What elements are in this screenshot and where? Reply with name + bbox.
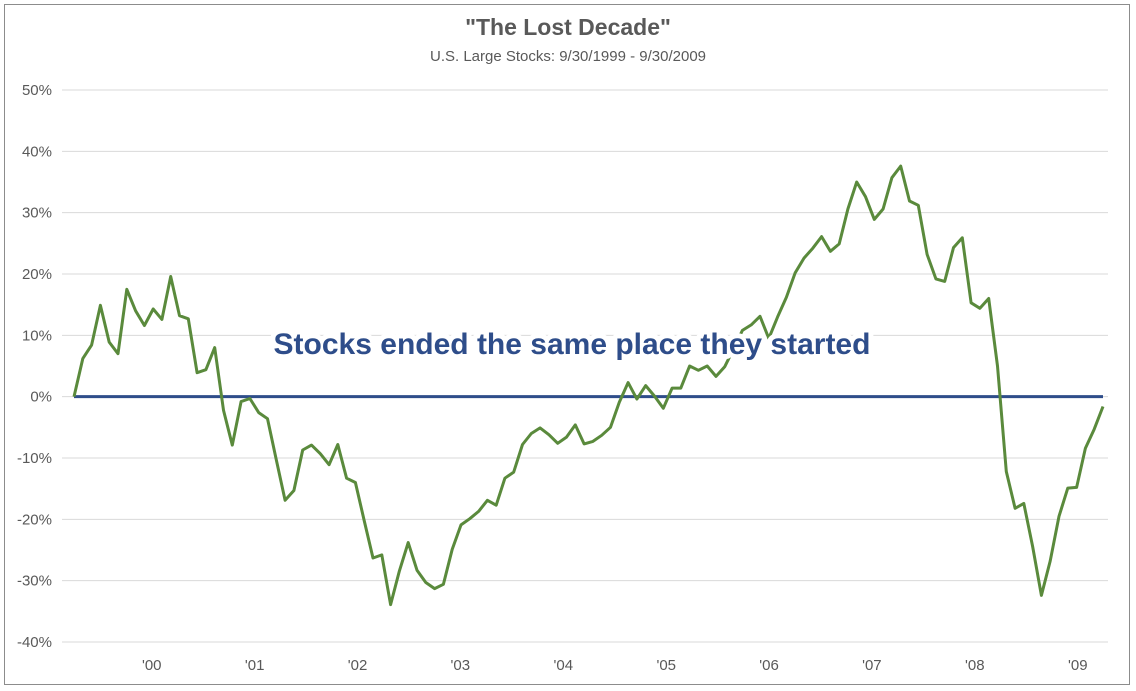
x-tick-label: '09 xyxy=(1068,657,1088,674)
x-tick-label: '06 xyxy=(759,657,779,674)
x-tick-label: '01 xyxy=(245,657,265,674)
y-tick-label: -30% xyxy=(17,573,52,590)
series-line-us-large-stocks xyxy=(72,164,1105,607)
y-tick-label: 40% xyxy=(22,143,52,160)
y-tick-label: 50% xyxy=(22,82,52,99)
y-tick-label: -40% xyxy=(17,634,52,651)
chart-frame xyxy=(4,4,1130,685)
y-tick-label: -20% xyxy=(17,511,52,528)
x-tick-label: '07 xyxy=(862,657,882,674)
x-tick-label: '03 xyxy=(451,657,471,674)
chart-title: "The Lost Decade" xyxy=(465,14,671,40)
annotation-label: Stocks ended the same place they started xyxy=(274,328,871,361)
x-tick-label: '02 xyxy=(348,657,368,674)
y-axis-ticks: 50% 40% 30% 20% 10% 0% -10% -20% -30% -40% xyxy=(17,82,52,651)
y-tick-label: -10% xyxy=(17,450,52,467)
x-axis-ticks: '00 '01 '02 '03 '04 '05 '06 '07 '08 '09 xyxy=(142,657,1088,674)
x-tick-label: '05 xyxy=(656,657,676,674)
gridlines xyxy=(62,89,1108,643)
x-tick-label: '00 xyxy=(142,657,162,674)
y-tick-label: 10% xyxy=(22,327,52,344)
x-tick-label: '08 xyxy=(965,657,985,674)
chart-subtitle: U.S. Large Stocks: 9/30/1999 - 9/30/2009 xyxy=(429,48,706,65)
y-tick-label: 20% xyxy=(22,266,52,283)
x-tick-label: '04 xyxy=(554,657,574,674)
y-tick-label: 0% xyxy=(30,389,52,406)
y-tick-label: 30% xyxy=(22,205,52,222)
